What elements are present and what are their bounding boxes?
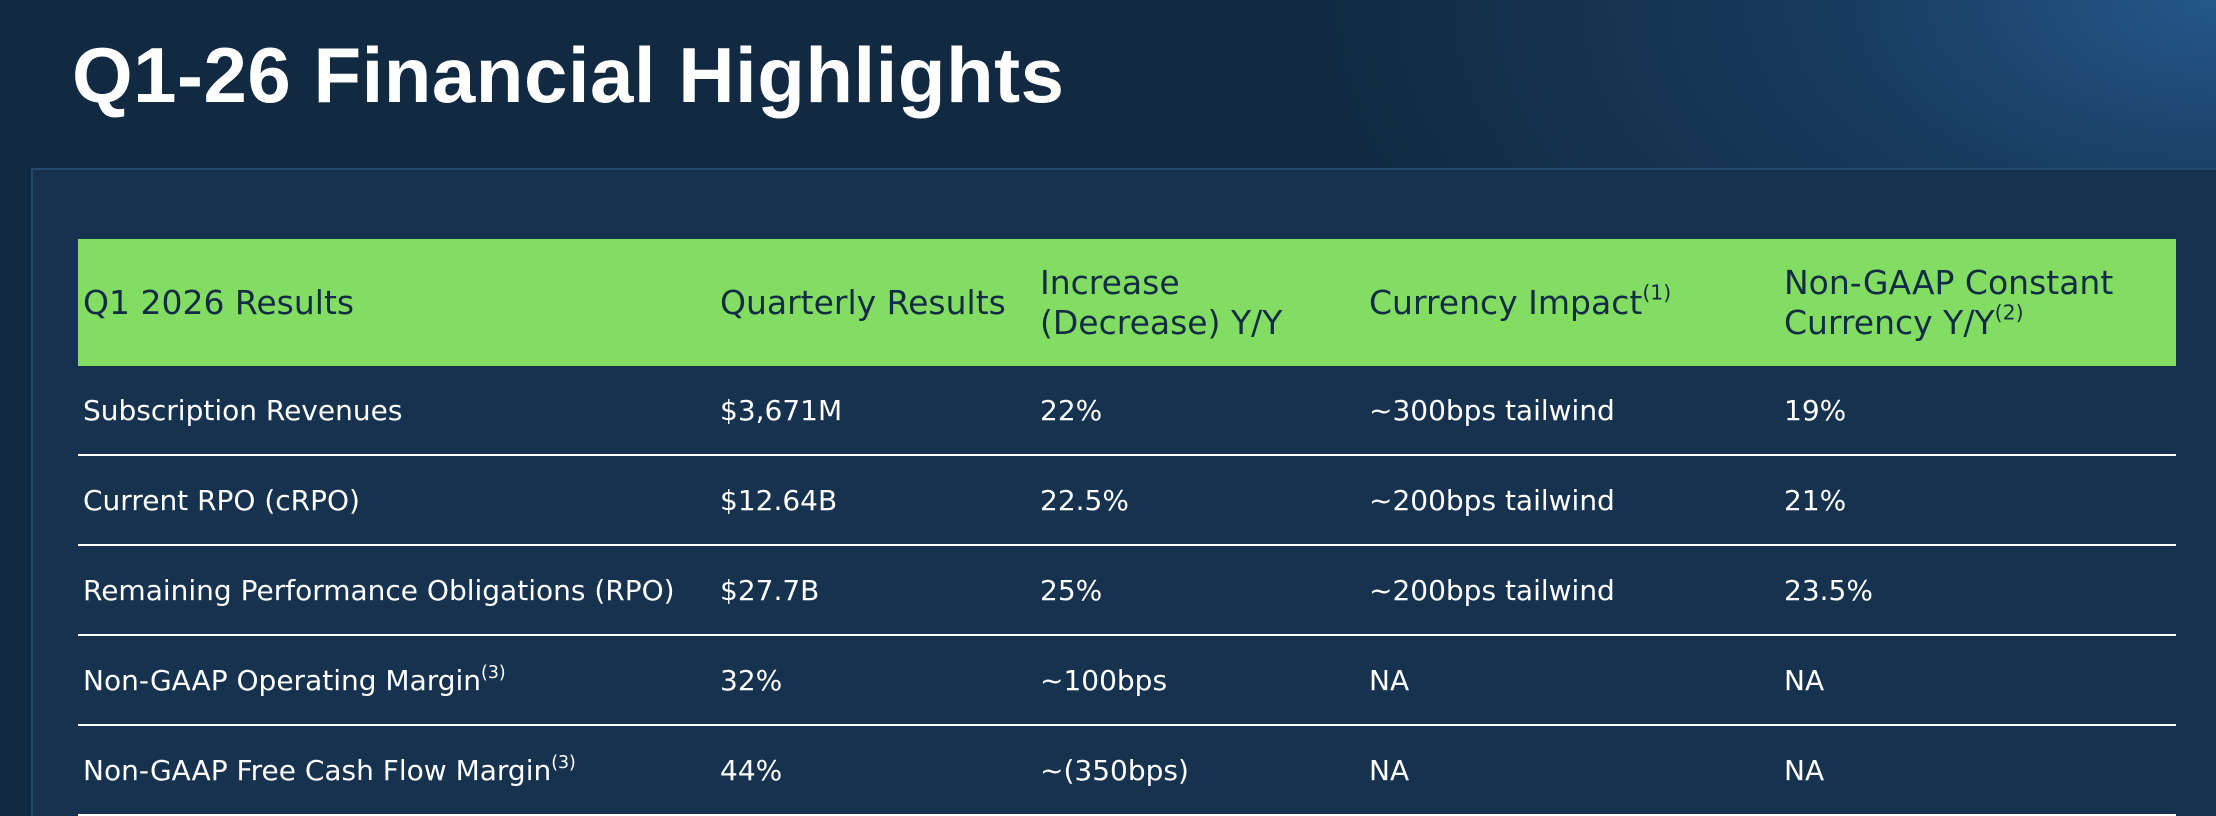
cell-text: 22%	[1040, 393, 1103, 427]
table-cell: $27.7B	[715, 545, 1035, 636]
header-text: Non-GAAP Constant Currency Y/Y	[1784, 262, 2114, 342]
cell-text: 21%	[1784, 483, 1847, 517]
cell-text: 22.5%	[1040, 483, 1129, 517]
cell-text: Subscription Revenues	[83, 393, 403, 427]
header-row: Q1 2026 Results Quarterly Results Increase…	[78, 239, 2176, 366]
table-cell: NA	[1779, 635, 2176, 726]
cell-text: 44%	[720, 753, 783, 787]
row-label: Subscription Revenues	[78, 366, 715, 456]
footnote-marker: (3)	[481, 662, 506, 683]
header-cell: Q1 2026 Results	[78, 239, 715, 366]
header-text: Currency Impact	[1369, 282, 1643, 322]
cell-text: 32%	[720, 663, 783, 697]
cell-text: 25%	[1040, 573, 1103, 607]
header-cell: Currency Impact(1)	[1364, 239, 1779, 366]
table-cell: 21%	[1779, 455, 2176, 546]
header-text: Q1 2026 Results	[83, 282, 355, 322]
cell-text: $12.64B	[720, 483, 838, 517]
table-row: Remaining Performance Obligations (RPO) $…	[78, 545, 2176, 636]
table-cell: NA	[1364, 635, 1779, 726]
table-cell: 23.5%	[1779, 545, 2176, 636]
cell-text: NA	[1369, 753, 1410, 787]
table-cell: ~300bps tailwind	[1364, 366, 1779, 456]
table-cell: 22%	[1035, 366, 1364, 456]
cell-text: Current RPO (cRPO)	[83, 483, 360, 517]
cell-text: Non-GAAP Operating Margin	[83, 663, 482, 697]
header-text: Quarterly Results	[720, 282, 1006, 322]
table-cell: ~200bps tailwind	[1364, 455, 1779, 546]
header-text: Increase (Decrease) Y/Y	[1040, 262, 1283, 342]
table-row: Non-GAAP Operating Margin(3) 32% ~100bps NA…	[78, 635, 2176, 726]
table-cell: ~200bps tailwind	[1364, 545, 1779, 636]
footnote-marker: (2)	[1994, 300, 2024, 325]
cell-text: ~(350bps)	[1040, 753, 1189, 787]
cell-text: 23.5%	[1784, 573, 1873, 607]
table-cell: NA	[1364, 725, 1779, 816]
table-cell: 25%	[1035, 545, 1364, 636]
cell-text: Remaining Performance Obligations (RPO)	[83, 573, 675, 607]
table-row: Subscription Revenues $3,671M 22% ~300bps t…	[78, 366, 2176, 456]
cell-text: ~200bps tailwind	[1369, 573, 1615, 607]
cell-text: NA	[1784, 663, 1825, 697]
footnote-marker: (3)	[551, 752, 576, 773]
table-cell: 19%	[1779, 366, 2176, 456]
cell-text: $27.7B	[720, 573, 820, 607]
table-cell: 44%	[715, 725, 1035, 816]
cell-text: $3,671M	[720, 393, 843, 427]
cell-text: NA	[1369, 663, 1410, 697]
table-cell: $3,671M	[715, 366, 1035, 456]
table-cell: NA	[1779, 725, 2176, 816]
row-label: Remaining Performance Obligations (RPO)	[78, 545, 715, 636]
table-body: Subscription Revenues $3,671M 22% ~300bps t…	[78, 366, 2176, 816]
header-cell: Quarterly Results	[715, 239, 1035, 366]
cell-text: 19%	[1784, 393, 1847, 427]
footnote-marker: (1)	[1642, 280, 1672, 305]
table-cell: ~100bps	[1035, 635, 1364, 726]
table-cell: 32%	[715, 635, 1035, 726]
row-label: Non-GAAP Free Cash Flow Margin(3)	[78, 725, 715, 816]
cell-text: ~300bps tailwind	[1369, 393, 1615, 427]
slide-title: Q1-26 Financial Highlights	[72, 31, 1065, 119]
table-cell: $12.64B	[715, 455, 1035, 546]
results-table: Q1 2026 Results Quarterly Results Increase…	[78, 239, 2176, 816]
table-cell: ~(350bps)	[1035, 725, 1364, 816]
table-row: Non-GAAP Free Cash Flow Margin(3) 44% ~(35…	[78, 725, 2176, 816]
row-label: Current RPO (cRPO)	[78, 455, 715, 546]
cell-text: NA	[1784, 753, 1825, 787]
cell-text: Non-GAAP Free Cash Flow Margin	[83, 753, 552, 787]
table-cell: 22.5%	[1035, 455, 1364, 546]
cell-text: ~200bps tailwind	[1369, 483, 1615, 517]
header-cell: Non-GAAP Constant Currency Y/Y(2)	[1779, 239, 2176, 366]
table-row: Current RPO (cRPO) $12.64B 22.5% ~200bps ta…	[78, 455, 2176, 546]
header-cell: Increase (Decrease) Y/Y	[1035, 239, 1364, 366]
cell-text: ~100bps	[1040, 663, 1168, 697]
row-label: Non-GAAP Operating Margin(3)	[78, 635, 715, 726]
